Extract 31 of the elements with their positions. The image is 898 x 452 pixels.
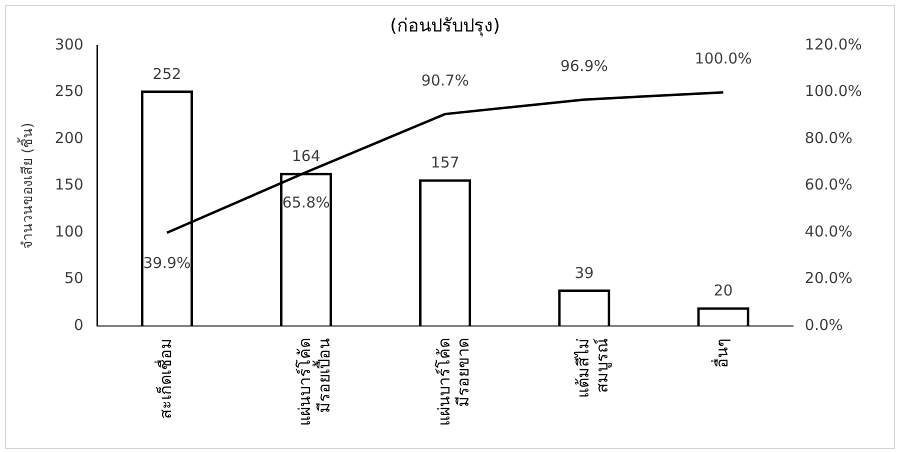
y-tick-label: 100 <box>54 222 84 240</box>
data-label: 65.8% <box>282 194 330 212</box>
y2-tick-label: 100.0% <box>804 82 862 100</box>
y-tick-label: 150 <box>54 176 84 194</box>
y2-tick-label: 60.0% <box>804 176 852 194</box>
data-label: 20 <box>714 282 733 300</box>
data-label: 252 <box>152 64 182 83</box>
x-tick-label: แผ่นบาร์โค้ด มีรอยเปื้อน <box>295 338 334 426</box>
data-label: 90.7% <box>421 71 469 90</box>
y2-tick-label: 80.0% <box>804 128 852 147</box>
x-tick-label: แต้มสีไม่ สมบูรณ์ <box>573 338 613 398</box>
data-label: 96.9% <box>560 56 608 75</box>
chart-title: (ก่อนปรับปรุง) <box>390 15 500 36</box>
y2-tick-label: 120.0% <box>804 35 862 54</box>
y-tick-label: 300 <box>54 35 84 54</box>
y2-tick-label: 20.0% <box>804 269 852 288</box>
x-tick-label: แผ่นบาร์โค้ด มีรอยขาด <box>434 338 472 426</box>
data-label: 39 <box>574 264 594 282</box>
data-label: 100.0% <box>694 50 752 68</box>
y2-tick-label: 40.0% <box>804 222 852 240</box>
data-label: 157 <box>430 154 460 172</box>
y-tick-label: 250 <box>54 82 84 100</box>
x-tick-label: อื่นๆ <box>710 338 732 368</box>
data-label: 39.9% <box>143 254 191 272</box>
y-axis-title: จำนวนของเสีย (ชิ้น) <box>17 122 36 249</box>
y-tick-label: 0 <box>74 316 84 334</box>
y-tick-label: 50 <box>64 269 84 288</box>
data-label: 164 <box>292 147 320 166</box>
y-tick-label: 200 <box>54 128 84 147</box>
y2-tick-label: 0.0% <box>804 316 843 334</box>
x-tick-label: สะเก็ดเชื่อม <box>154 338 176 419</box>
